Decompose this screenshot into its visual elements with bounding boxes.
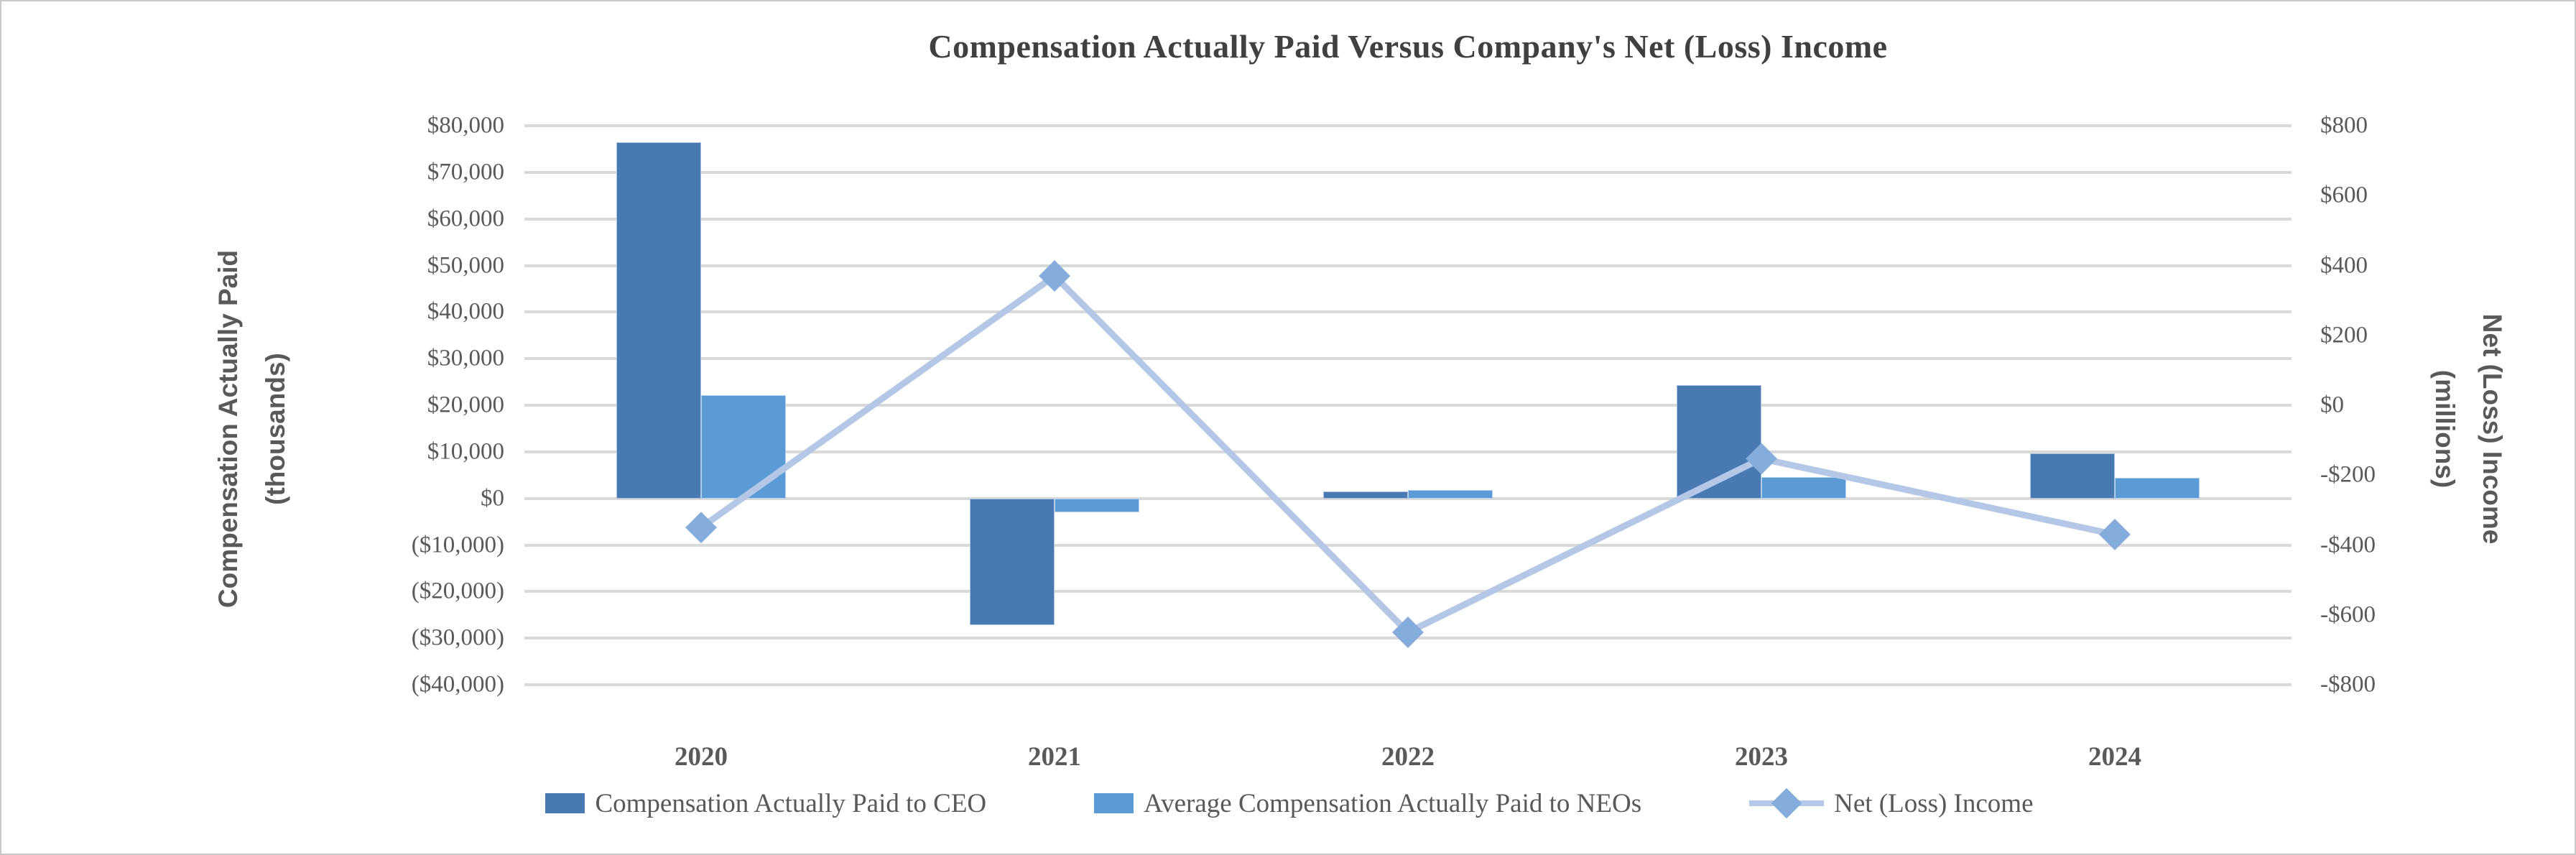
left-axis-tick-label: $80,000: [427, 112, 504, 139]
x-axis-label-2024: 2024: [2088, 742, 2141, 772]
bar-2024-series2: [2115, 478, 2200, 499]
right-axis-tick-label: -$800: [2320, 671, 2376, 698]
left-axis-tick-label: $60,000: [427, 205, 504, 232]
left-axis-title-line2: (thousands): [261, 353, 290, 505]
legend-item: Compensation Actually Paid to CEO: [545, 788, 986, 819]
legend-swatch-icon: [1094, 793, 1134, 813]
chart-title: Compensation Actually Paid Versus Compan…: [928, 28, 1888, 65]
right-axis-tick-label: $800: [2320, 112, 2368, 139]
left-axis-title: Compensation Actually Paid (thousands): [205, 1, 300, 854]
legend-item: Net (Loss) Income: [1749, 787, 2034, 819]
left-axis-tick-label: $40,000: [427, 298, 504, 325]
left-axis-title-line1: Compensation Actually Paid: [213, 249, 243, 609]
legend-swatch-icon: [545, 793, 585, 813]
gridline: [524, 637, 2292, 640]
gridline: [524, 310, 2292, 314]
gridline: [524, 217, 2292, 221]
bar-2023-series1: [1677, 385, 1761, 499]
bar-2022-series2: [1408, 489, 1493, 499]
gridline: [524, 683, 2292, 686]
gridline: [524, 450, 2292, 453]
gridline: [524, 357, 2292, 361]
gridline: [524, 543, 2292, 547]
x-axis-label-2023: 2023: [1735, 742, 1788, 772]
x-axis-label-2020: 2020: [675, 742, 728, 772]
bar-2022-series1: [1323, 491, 1408, 499]
right-axis-tick-label: $200: [2320, 322, 2368, 348]
left-axis-tick-label: ($40,000): [411, 671, 504, 698]
bar-2024-series1: [2030, 453, 2115, 499]
legend-label: Compensation Actually Paid to CEO: [595, 788, 987, 818]
gridline: [524, 170, 2292, 174]
left-axis-tick-label: $70,000: [427, 159, 504, 185]
legend-diamond-icon: [1771, 787, 1802, 819]
left-axis-tick-label: $10,000: [427, 438, 504, 465]
legend-line-marker-icon: [1749, 787, 1825, 819]
legend-label: Average Compensation Actually Paid to NE…: [1144, 788, 1642, 818]
left-axis-tick-label: ($30,000): [411, 624, 504, 651]
left-axis-tick-label: $20,000: [427, 392, 504, 418]
x-axis-label-2021: 2021: [1028, 742, 1081, 772]
right-axis-tick-label: -$200: [2320, 461, 2376, 488]
legend-label: Net (Loss) Income: [1834, 788, 2034, 818]
left-axis-tick-label: ($10,000): [411, 532, 504, 558]
x-axis-label-2022: 2022: [1381, 742, 1435, 772]
gridline: [524, 404, 2292, 407]
left-axis-tick-label: ($20,000): [411, 578, 504, 604]
bar-2021-series2: [1055, 498, 1139, 513]
gridline: [524, 124, 2292, 127]
legend: Compensation Actually Paid to CEO Average…: [1, 783, 2575, 823]
bar-2023-series2: [1761, 477, 1846, 499]
left-axis-tick-label: $30,000: [427, 345, 504, 371]
right-axis-tick-label: $400: [2320, 252, 2368, 278]
gridline: [524, 590, 2292, 593]
right-axis-tick-label: $600: [2320, 182, 2368, 208]
right-axis-tick-label: -$400: [2320, 532, 2376, 558]
right-axis-tick-label: $0: [2320, 392, 2344, 418]
gridline: [524, 264, 2292, 267]
left-axis-tick-label: $50,000: [427, 252, 504, 278]
left-axis-tick-label: $0: [481, 485, 504, 512]
bar-2021-series1: [970, 498, 1055, 625]
right-axis-tick-label: -$600: [2320, 601, 2376, 628]
bar-2020-series1: [616, 142, 701, 499]
legend-item: Average Compensation Actually Paid to NE…: [1094, 788, 1641, 819]
bar-2020-series2: [701, 395, 786, 499]
